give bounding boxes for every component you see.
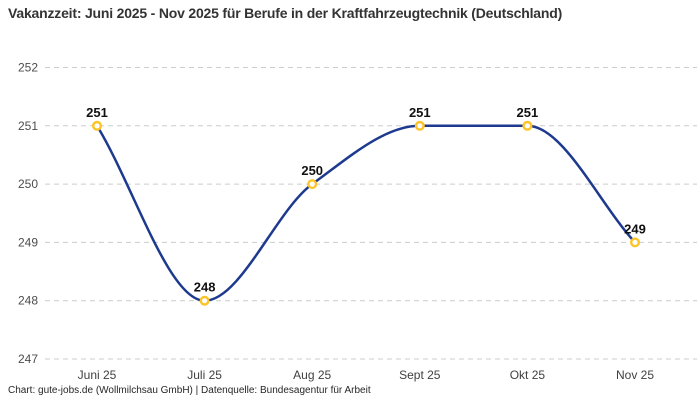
x-axis-tick-label: Nov 25 xyxy=(616,368,654,382)
data-point-label: 248 xyxy=(194,280,216,295)
y-axis-tick-label: 251 xyxy=(18,119,38,133)
x-axis-tick-label: Okt 25 xyxy=(510,368,546,382)
data-point-label: 251 xyxy=(86,105,108,120)
y-axis-tick-label: 250 xyxy=(18,177,38,191)
y-axis-tick-label: 248 xyxy=(18,294,38,308)
x-axis-tick-label: Sept 25 xyxy=(399,368,441,382)
data-point-marker[interactable] xyxy=(630,237,641,248)
chart-footer-source: Chart: gute-jobs.de (Wollmilchsau GmbH) … xyxy=(8,385,371,396)
data-point-marker[interactable] xyxy=(307,179,318,190)
y-axis-tick-label: 252 xyxy=(18,61,38,75)
series-line xyxy=(95,124,637,302)
x-axis-tick-label: Aug 25 xyxy=(293,368,331,382)
data-point-marker[interactable] xyxy=(91,120,102,131)
data-point-marker[interactable] xyxy=(522,120,533,131)
data-point-marker[interactable] xyxy=(414,120,425,131)
data-point-label: 251 xyxy=(517,105,539,120)
data-point-label: 251 xyxy=(409,105,431,120)
x-axis-tick-label: Juni 25 xyxy=(78,368,117,382)
y-axis-tick-label: 249 xyxy=(18,235,38,249)
x-axis-tick-label: Juli 25 xyxy=(187,368,222,382)
data-point-label: 249 xyxy=(624,221,646,236)
data-point-marker[interactable] xyxy=(199,295,210,306)
data-point-label: 250 xyxy=(301,163,323,178)
chart-title: Vakanzzeit: Juni 2025 - Nov 2025 für Ber… xyxy=(8,5,563,21)
y-axis-tick-label: 247 xyxy=(18,352,38,366)
